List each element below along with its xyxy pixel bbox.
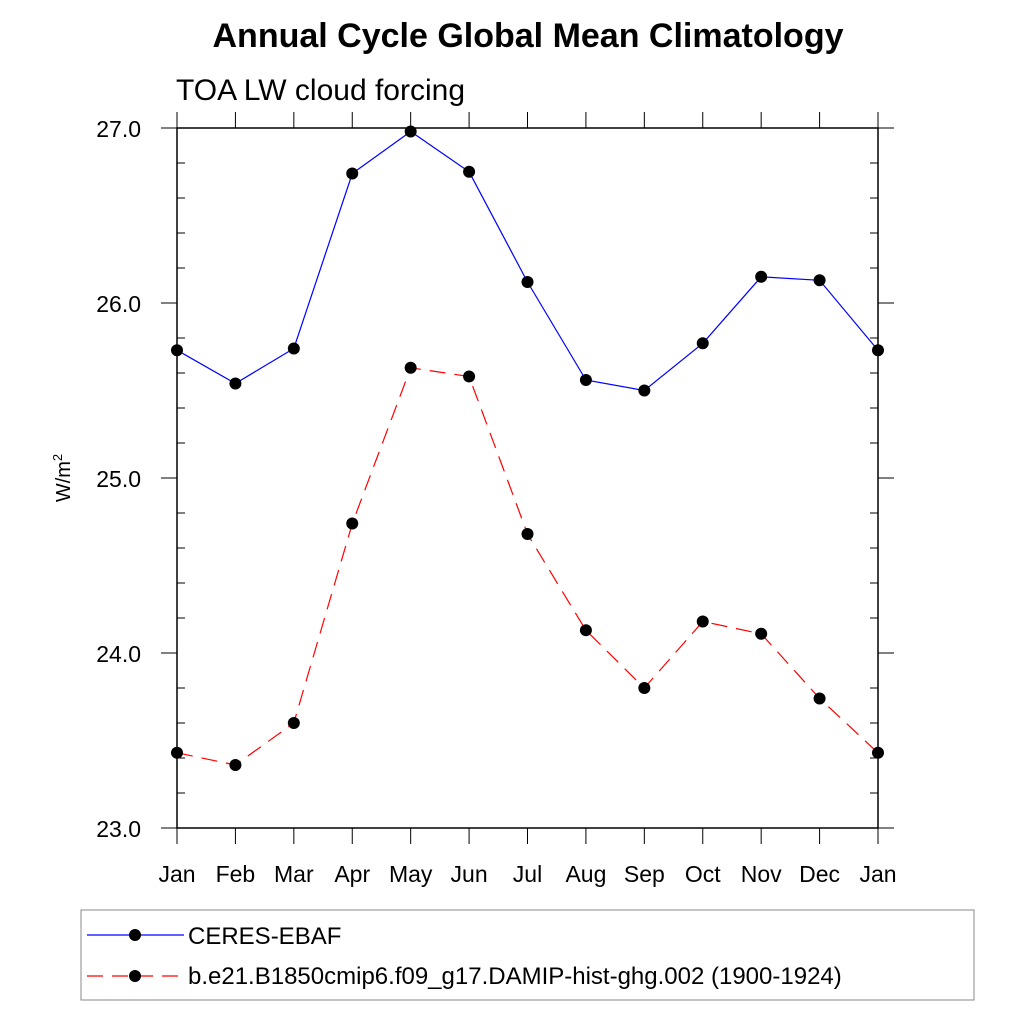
series-line-1 <box>176 367 879 766</box>
series-line-0 <box>176 130 879 392</box>
x-tick-label: Aug <box>565 861 606 887</box>
series-0-point <box>755 270 768 283</box>
series-1-point <box>638 682 651 694</box>
y-tick-label: 27.0 <box>96 116 141 142</box>
series-0-point <box>579 374 592 386</box>
series-1-point <box>813 692 826 705</box>
legend-entry-model: b.e21.B1850cmip6.f09_g17.DAMIP-hist-ghg.… <box>87 963 842 990</box>
x-tick-label: Apr <box>334 861 370 887</box>
series-1-point <box>755 627 768 640</box>
series-0-point <box>813 274 826 287</box>
series-0-point <box>346 167 359 180</box>
x-tick-label: Mar <box>274 861 314 887</box>
y-tick-label: 23.0 <box>96 816 141 842</box>
legend-label-model: b.e21.B1850cmip6.f09_g17.DAMIP-hist-ghg.… <box>188 963 842 990</box>
x-tick-label: Jul <box>513 861 542 887</box>
x-tick-label: Feb <box>216 861 256 887</box>
legend-marker-model <box>129 970 141 982</box>
series-1-point <box>171 746 183 759</box>
y-axis-label-superscript: 2 <box>50 454 65 461</box>
x-tick-label: Oct <box>685 861 721 887</box>
chart-title: Annual Cycle Global Mean Climatology <box>213 17 844 55</box>
series-1-point <box>872 746 884 759</box>
series-1-point <box>696 615 709 628</box>
series-0-point <box>521 276 534 288</box>
series-1-point <box>229 759 242 771</box>
y-tick-label: 24.0 <box>96 641 141 667</box>
y-tick-label: 26.0 <box>96 291 141 317</box>
series-1-point <box>287 717 300 729</box>
legend-entry-ceres: CERES-EBAF <box>87 923 341 950</box>
series-0-point <box>404 125 417 138</box>
legend-marker-ceres <box>129 929 141 941</box>
series-1-point <box>346 517 359 530</box>
plot-frame <box>176 127 879 829</box>
series-1-point <box>521 528 534 540</box>
x-tick-label: Jun <box>451 861 488 887</box>
y-axis: 23.0 24.0 25.0 26.0 27.0 <box>96 116 894 842</box>
chart-subtitle: TOA LW cloud forcing <box>176 74 465 107</box>
series-0-point <box>463 165 476 178</box>
legend-box <box>80 909 975 1001</box>
y-axis-label-main: W/m <box>53 461 75 502</box>
x-tick-label: Sep <box>624 861 665 887</box>
x-tick-label: Dec <box>799 861 840 887</box>
series-0-point <box>287 342 300 355</box>
series-1-point <box>579 624 592 637</box>
x-axis: Jan Feb Mar Apr May Jun Jul Aug Sep Oct Nov Dec Jan <box>158 112 897 887</box>
series-1-point <box>463 370 476 383</box>
minor-ticks <box>177 162 878 794</box>
series-0-point <box>872 344 884 357</box>
x-tick-label: Nov <box>741 861 782 887</box>
series-0-point <box>171 344 183 357</box>
series-0-point <box>229 377 242 390</box>
series-1-point <box>404 361 417 374</box>
x-tick-label: Jan <box>859 861 896 887</box>
y-tick-label: 25.0 <box>96 466 141 492</box>
legend-label-ceres: CERES-EBAF <box>188 923 341 950</box>
series-layer <box>171 125 884 771</box>
x-tick-label: May <box>389 861 433 887</box>
series-0-point <box>696 337 709 350</box>
series-0-point <box>638 384 651 397</box>
y-axis-label: W/m2 <box>50 454 75 502</box>
x-tick-label: Jan <box>158 861 195 887</box>
